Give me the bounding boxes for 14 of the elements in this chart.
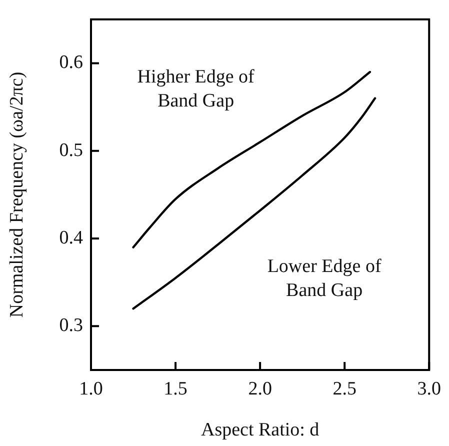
x-tick-label: 2.5 (332, 378, 356, 400)
y-tick-label: 0.4 (59, 228, 84, 249)
line-series (132, 70, 372, 248)
text: Lower Edge of Band Gap (267, 256, 382, 301)
x-tick-label: 2.0 (248, 378, 272, 400)
x-axis-title: Aspect Ratio: d (200, 420, 320, 441)
x-tick-label: 1.5 (164, 378, 188, 400)
y-tick-label: 0.5 (59, 140, 83, 161)
series-label: Higher Edge of Band Gap (137, 66, 256, 112)
x-tick-label: 1.0 (79, 378, 103, 400)
y-tick-label: 0.3 (59, 315, 83, 336)
x-tick-label: 3.0 (417, 378, 441, 400)
y-tick-label: 0.6 (59, 52, 83, 74)
y-axis-title: Normalized Frequency (ωa/2πc) (6, 72, 28, 318)
